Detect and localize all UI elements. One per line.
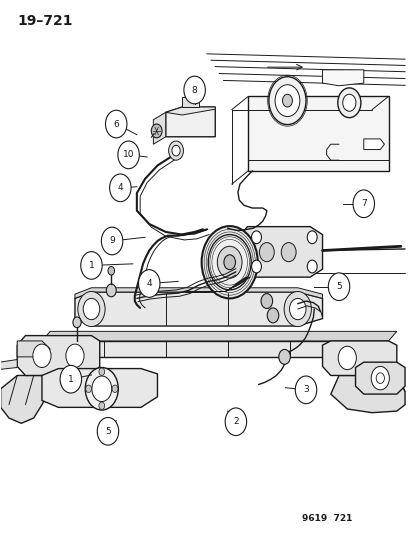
Circle shape — [282, 94, 292, 107]
Circle shape — [112, 385, 118, 392]
Circle shape — [306, 231, 316, 244]
Circle shape — [101, 227, 123, 255]
Text: 19–721: 19–721 — [17, 14, 73, 28]
Polygon shape — [1, 375, 58, 423]
Circle shape — [171, 146, 180, 156]
Circle shape — [225, 408, 246, 435]
Circle shape — [306, 260, 316, 273]
Polygon shape — [363, 139, 384, 150]
Circle shape — [261, 294, 272, 309]
Polygon shape — [165, 107, 215, 115]
Circle shape — [283, 292, 311, 327]
Circle shape — [81, 252, 102, 279]
Circle shape — [97, 417, 119, 445]
Polygon shape — [42, 368, 157, 407]
Polygon shape — [75, 292, 322, 326]
Polygon shape — [322, 341, 396, 375]
Text: 8: 8 — [191, 85, 197, 94]
Circle shape — [375, 373, 384, 383]
Circle shape — [251, 260, 261, 273]
Polygon shape — [153, 112, 165, 144]
Circle shape — [85, 368, 118, 410]
Circle shape — [280, 243, 295, 262]
Polygon shape — [0, 360, 17, 370]
Circle shape — [33, 344, 51, 368]
Polygon shape — [355, 362, 404, 394]
Circle shape — [337, 88, 360, 118]
Text: 1: 1 — [68, 375, 74, 384]
Circle shape — [83, 298, 100, 320]
Circle shape — [201, 226, 257, 298]
Circle shape — [138, 270, 159, 297]
Circle shape — [370, 367, 389, 390]
Circle shape — [294, 376, 316, 403]
Circle shape — [352, 190, 374, 217]
Text: 7: 7 — [360, 199, 366, 208]
Polygon shape — [248, 96, 388, 171]
Text: 4: 4 — [146, 279, 152, 288]
Circle shape — [217, 246, 242, 278]
Polygon shape — [75, 288, 322, 298]
Circle shape — [99, 402, 104, 409]
Circle shape — [183, 76, 205, 104]
Polygon shape — [322, 70, 363, 86]
Bar — [182, 98, 198, 107]
Circle shape — [289, 298, 305, 320]
Circle shape — [105, 110, 127, 138]
Polygon shape — [330, 375, 404, 413]
Text: 3: 3 — [302, 385, 308, 394]
Circle shape — [109, 174, 131, 201]
Circle shape — [106, 284, 116, 297]
Text: 2: 2 — [233, 417, 238, 426]
Circle shape — [267, 308, 278, 323]
Polygon shape — [240, 227, 322, 277]
Circle shape — [168, 141, 183, 160]
Text: 5: 5 — [335, 282, 341, 291]
Text: 9619  721: 9619 721 — [301, 514, 351, 523]
Text: 9: 9 — [109, 237, 115, 246]
Circle shape — [78, 292, 105, 327]
Text: 5: 5 — [105, 427, 111, 436]
Circle shape — [73, 317, 81, 328]
Circle shape — [108, 266, 114, 275]
Circle shape — [342, 94, 355, 111]
Circle shape — [328, 273, 349, 301]
Circle shape — [85, 385, 91, 392]
Text: 1: 1 — [88, 261, 94, 270]
Polygon shape — [17, 341, 50, 357]
Circle shape — [60, 366, 81, 393]
Circle shape — [278, 350, 290, 365]
Polygon shape — [42, 332, 396, 341]
Circle shape — [92, 376, 112, 401]
Text: 6: 6 — [113, 119, 119, 128]
Text: 10: 10 — [123, 150, 134, 159]
Circle shape — [337, 346, 356, 369]
Circle shape — [268, 77, 305, 125]
Circle shape — [223, 255, 235, 270]
Circle shape — [208, 235, 251, 290]
Circle shape — [66, 344, 84, 368]
Polygon shape — [165, 107, 215, 137]
Circle shape — [118, 141, 139, 168]
Circle shape — [99, 368, 104, 375]
Circle shape — [274, 85, 299, 117]
Polygon shape — [187, 93, 193, 98]
Polygon shape — [42, 341, 388, 357]
Text: 4: 4 — [117, 183, 123, 192]
Circle shape — [251, 231, 261, 244]
Circle shape — [259, 243, 273, 262]
Polygon shape — [17, 336, 100, 375]
Circle shape — [151, 124, 161, 138]
